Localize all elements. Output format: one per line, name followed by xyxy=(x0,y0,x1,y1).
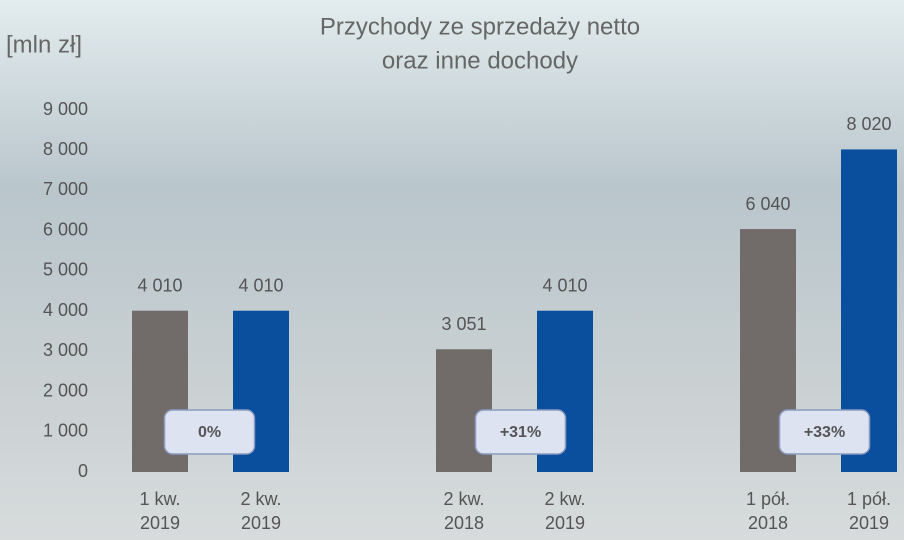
annotation: +31% xyxy=(500,424,541,441)
y-tick-label: 0 xyxy=(78,461,88,481)
chart-title: oraz inne dochody xyxy=(382,47,578,74)
x-tick-label: 2 kw. xyxy=(544,489,585,509)
x-tick-label: 2018 xyxy=(444,513,484,533)
x-tick-label: 2019 xyxy=(241,513,281,533)
data-label: 4 010 xyxy=(238,275,283,295)
y-tick-label: 4 000 xyxy=(43,300,88,320)
x-tick-label: 1 pół. xyxy=(847,489,891,509)
y-tick-label: 3 000 xyxy=(43,340,88,360)
x-tick-label: 2019 xyxy=(545,513,585,533)
y-axis-label: [mln zł] xyxy=(6,31,82,58)
chart: Przychody ze sprzedaży netto oraz inne d… xyxy=(0,0,904,540)
y-tick-label: 7 000 xyxy=(43,179,88,199)
chart-title: Przychody ze sprzedaży netto xyxy=(320,13,640,40)
data-label: 3 051 xyxy=(441,314,486,334)
annotation: +33% xyxy=(804,424,845,441)
y-tick-label: 8 000 xyxy=(43,139,88,159)
x-tick-label: 2019 xyxy=(140,513,180,533)
annotation: 0% xyxy=(198,424,221,441)
y-tick-label: 6 000 xyxy=(43,219,88,239)
data-label: 6 040 xyxy=(745,194,790,214)
y-tick-label: 5 000 xyxy=(43,260,88,280)
data-label: 4 010 xyxy=(542,275,587,295)
x-tick-label: 2019 xyxy=(849,513,889,533)
y-tick-label: 9 000 xyxy=(43,99,88,119)
data-label: 4 010 xyxy=(137,275,182,295)
x-tick-label: 2 kw. xyxy=(240,489,281,509)
y-tick-label: 2 000 xyxy=(43,380,88,400)
y-tick-label: 1 000 xyxy=(43,421,88,441)
x-tick-label: 2018 xyxy=(748,513,788,533)
x-tick-label: 2 kw. xyxy=(443,489,484,509)
data-label: 8 020 xyxy=(846,114,891,134)
x-tick-label: 1 pół. xyxy=(746,489,790,509)
x-tick-label: 1 kw. xyxy=(139,489,180,509)
